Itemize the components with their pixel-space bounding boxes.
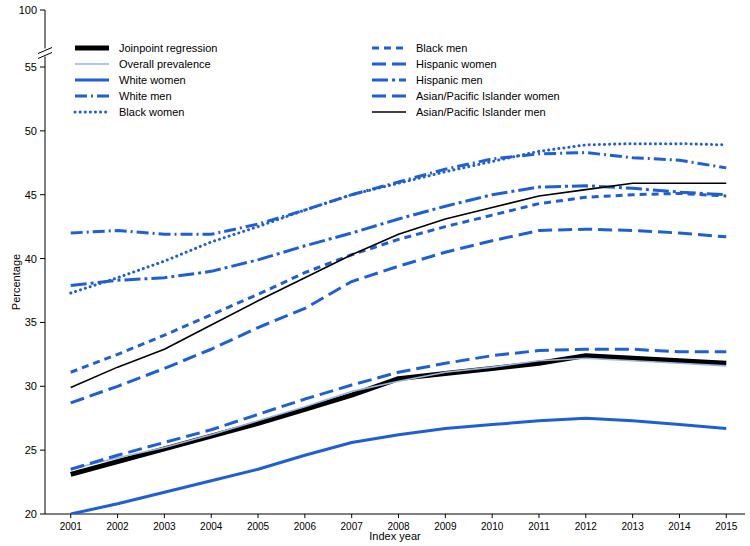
y-tick [40, 450, 45, 451]
legend-swatch [75, 95, 109, 98]
x-tick [726, 514, 727, 518]
series-line [71, 418, 727, 514]
x-tick [258, 514, 259, 518]
legend-label: White men [119, 90, 172, 102]
x-tick-label: 2011 [528, 521, 550, 532]
y-tick-label: 100 [19, 4, 37, 16]
legend-swatch [75, 111, 109, 114]
x-tick [117, 514, 118, 518]
y-tick [40, 67, 45, 68]
y-tick [40, 194, 45, 195]
legend-label: Black women [119, 106, 184, 118]
y-tick [40, 322, 45, 323]
x-tick-label: 2004 [200, 521, 223, 532]
x-tick-label: 2012 [575, 521, 598, 532]
y-tick-label: 20 [25, 508, 37, 520]
x-tick [164, 514, 165, 518]
x-tick [632, 514, 633, 518]
plot-area [71, 144, 727, 514]
x-tick [304, 514, 305, 518]
y-tick [40, 258, 45, 259]
axis-break [38, 53, 52, 59]
x-tick-label: 2007 [341, 521, 364, 532]
x-tick [351, 514, 352, 518]
legend-label: Asian/Pacific Islander men [416, 106, 546, 118]
axis-break [38, 48, 52, 54]
series-line [71, 349, 727, 469]
series-line [71, 186, 727, 286]
legend-swatch [372, 111, 406, 113]
y-tick-label: 50 [25, 125, 37, 137]
series-line [71, 229, 727, 403]
x-tick-label: 2009 [434, 521, 457, 532]
x-tick-label: 2014 [668, 521, 691, 532]
legend-swatch [75, 63, 109, 65]
y-tick-label: 25 [25, 444, 37, 456]
legend-label: Hispanic men [416, 74, 483, 86]
series-line [71, 153, 727, 235]
y-tick-label: 45 [25, 189, 37, 201]
y-tick-label: 55 [25, 61, 37, 73]
legend: Joinpoint regression Overall prevalence Wh… [75, 42, 560, 118]
x-tick-label: 2003 [153, 521, 176, 532]
x-tick-label: 2006 [294, 521, 317, 532]
y-tick [40, 386, 45, 387]
legend-swatch [372, 79, 406, 82]
legend-label: Overall prevalence [119, 58, 211, 70]
x-axis-label: Index year [369, 530, 421, 542]
x-tick [679, 514, 680, 518]
y-tick [40, 514, 45, 515]
legend-swatch [75, 79, 109, 82]
y-tick-label: 30 [25, 380, 37, 392]
y-axis-label: Percentage [10, 254, 22, 310]
legend-label: Joinpoint regression [119, 42, 217, 54]
y-tick-label: 35 [25, 316, 37, 328]
legend-label: Asian/Pacific Islander women [416, 90, 560, 102]
legend-label: Hispanic women [416, 58, 497, 70]
y-tick [40, 130, 45, 131]
y-tick [40, 10, 45, 11]
legend-swatch [372, 95, 406, 98]
x-tick [70, 514, 71, 518]
x-tick-label: 2005 [247, 521, 270, 532]
x-tick-label: 2001 [60, 521, 83, 532]
x-tick [445, 514, 446, 518]
x-tick [211, 514, 212, 518]
legend-label: White women [119, 74, 186, 86]
series-line [71, 183, 727, 387]
x-tick [538, 514, 539, 518]
x-tick-label: 2015 [715, 521, 738, 532]
chart: 20 25 30 35 40 45 50 55 100 2001 2002 2003 2004 2005 2… [0, 0, 750, 546]
x-tick [492, 514, 493, 518]
x-tick-label: 2002 [106, 521, 129, 532]
legend-label: Black men [416, 42, 467, 54]
y-axis [45, 57, 46, 515]
x-axis [45, 514, 745, 515]
x-tick-label: 2010 [481, 521, 504, 532]
axes: 20 25 30 35 40 45 50 55 100 2001 2002 2003 2004 2005 2… [19, 4, 745, 532]
x-tick-label: 2013 [622, 521, 645, 532]
y-tick-label: 40 [25, 253, 37, 265]
legend-swatch [372, 47, 406, 50]
series-line [71, 144, 727, 293]
series-line [71, 358, 727, 469]
y-axis [45, 10, 46, 49]
x-tick [585, 514, 586, 518]
x-tick [398, 514, 399, 518]
legend-swatch [75, 46, 109, 51]
legend-swatch [372, 63, 406, 66]
